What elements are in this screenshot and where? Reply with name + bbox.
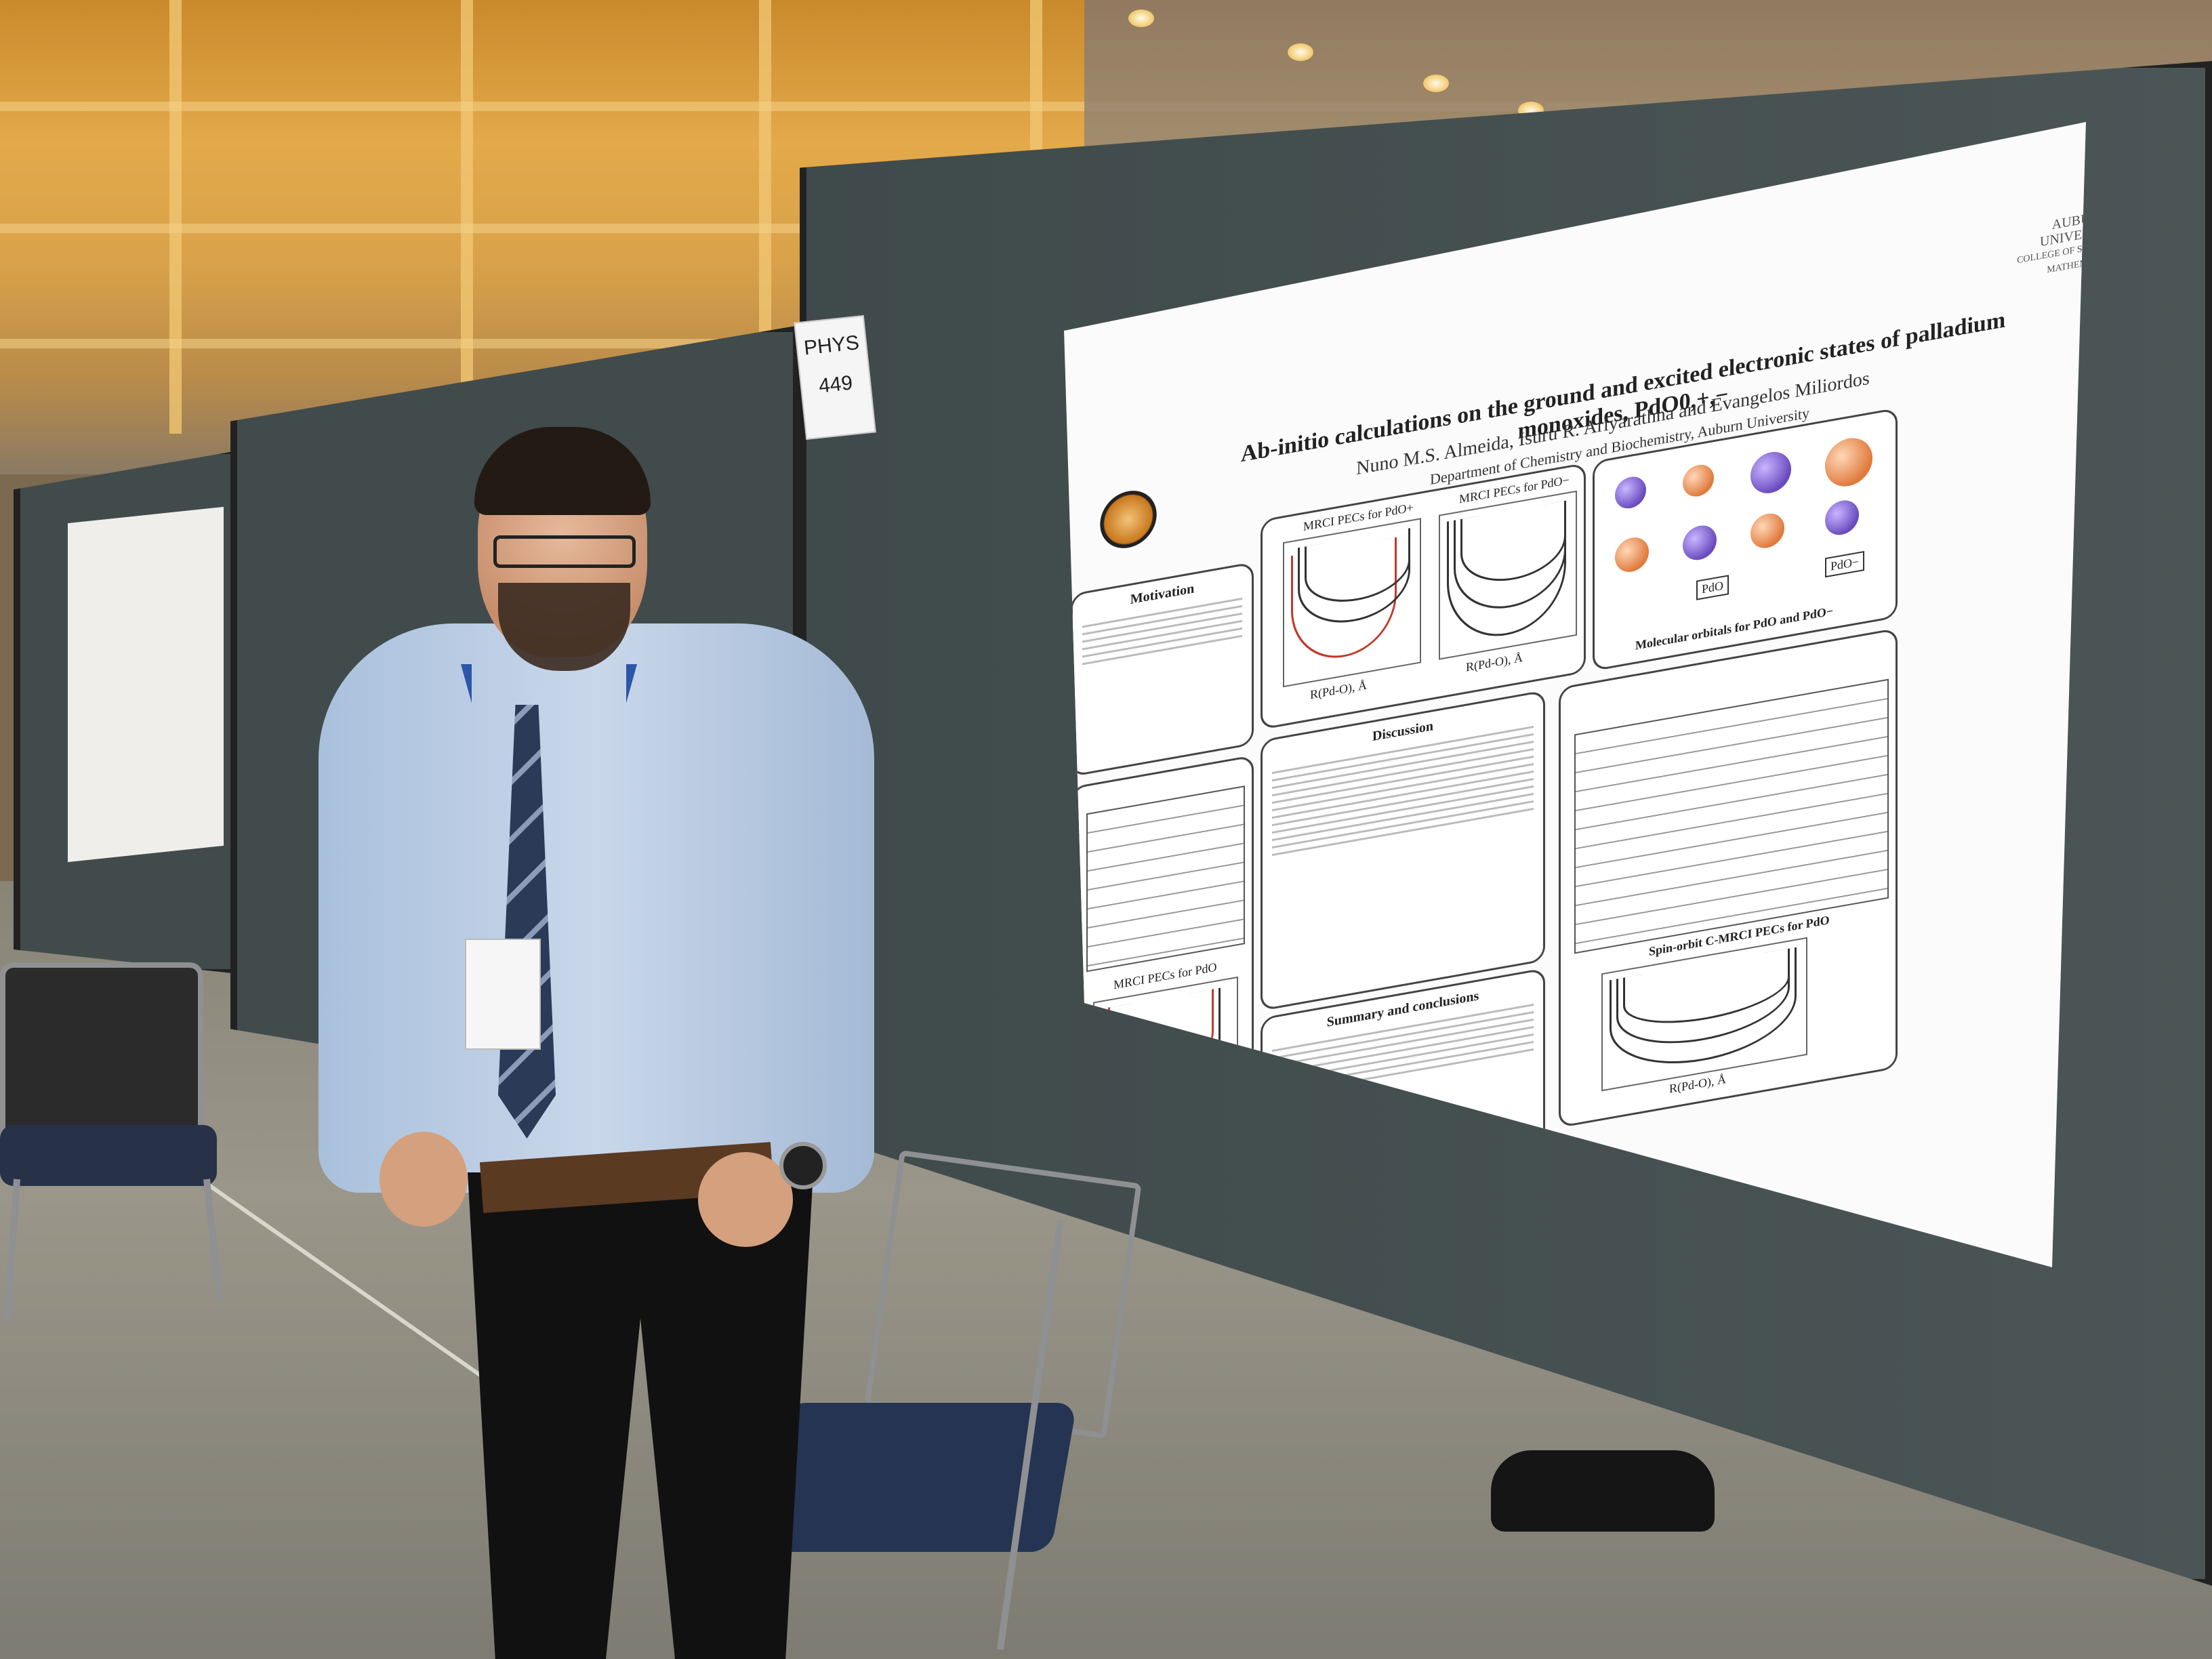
shoes-behind-board: [1491, 1450, 1715, 1532]
orbital-image: [1750, 510, 1784, 551]
pdo-minus-chart: [1439, 490, 1577, 660]
ceiling-light: [1423, 75, 1449, 92]
spin-orbit-section: Spin-orbit C-MRCI PECs for PdO R(Pd-O), …: [1559, 628, 1898, 1128]
orbital-image: [1825, 434, 1872, 491]
person-left-hand: [380, 1132, 468, 1227]
name-badge: [465, 939, 541, 1050]
board-number-tag: PHYS 449: [794, 315, 876, 440]
chart2-xlabel: R(Pd-O), Å: [1466, 650, 1523, 674]
person-beard: [498, 583, 630, 671]
orbital-image: [1683, 462, 1714, 499]
ceiling-light: [1128, 9, 1154, 27]
wall-beam: [461, 0, 473, 434]
poster-left: [68, 506, 224, 863]
folding-chair-left-seat: [0, 1125, 217, 1186]
pdo-plus-chart: [1283, 518, 1421, 688]
spectroscopic-table: [1086, 785, 1245, 972]
board-number-line1: PHYS: [802, 331, 861, 360]
university-seal-logo: [1098, 483, 1159, 556]
board-number-line2: 449: [817, 371, 854, 398]
orbital-image: [1615, 535, 1649, 575]
wristwatch-icon: [779, 1142, 827, 1189]
spin-orbit-table: [1574, 678, 1889, 954]
person-right-hand: [698, 1152, 793, 1247]
wall-beam: [169, 0, 182, 434]
folding-chair-left-back: [0, 962, 203, 1152]
discussion-section: Discussion: [1261, 690, 1545, 1012]
person-shirt: [319, 623, 874, 1193]
pdo-minus-label: PdO−: [1825, 550, 1865, 578]
orbital-image: [1683, 523, 1717, 563]
ceiling-light: [1288, 43, 1313, 61]
motivation-section: Motivation: [1071, 561, 1254, 777]
orbital-image: [1615, 474, 1646, 511]
orbital-image: [1825, 497, 1859, 538]
pdo-label: PdO: [1696, 575, 1729, 600]
folding-chair-right-back: [864, 1149, 1142, 1439]
spin-orbit-chart: [1601, 937, 1807, 1092]
orbital-image: [1750, 449, 1791, 497]
chart1-xlabel: R(Pd-O), Å: [1310, 678, 1367, 702]
person-glasses: [493, 535, 636, 568]
